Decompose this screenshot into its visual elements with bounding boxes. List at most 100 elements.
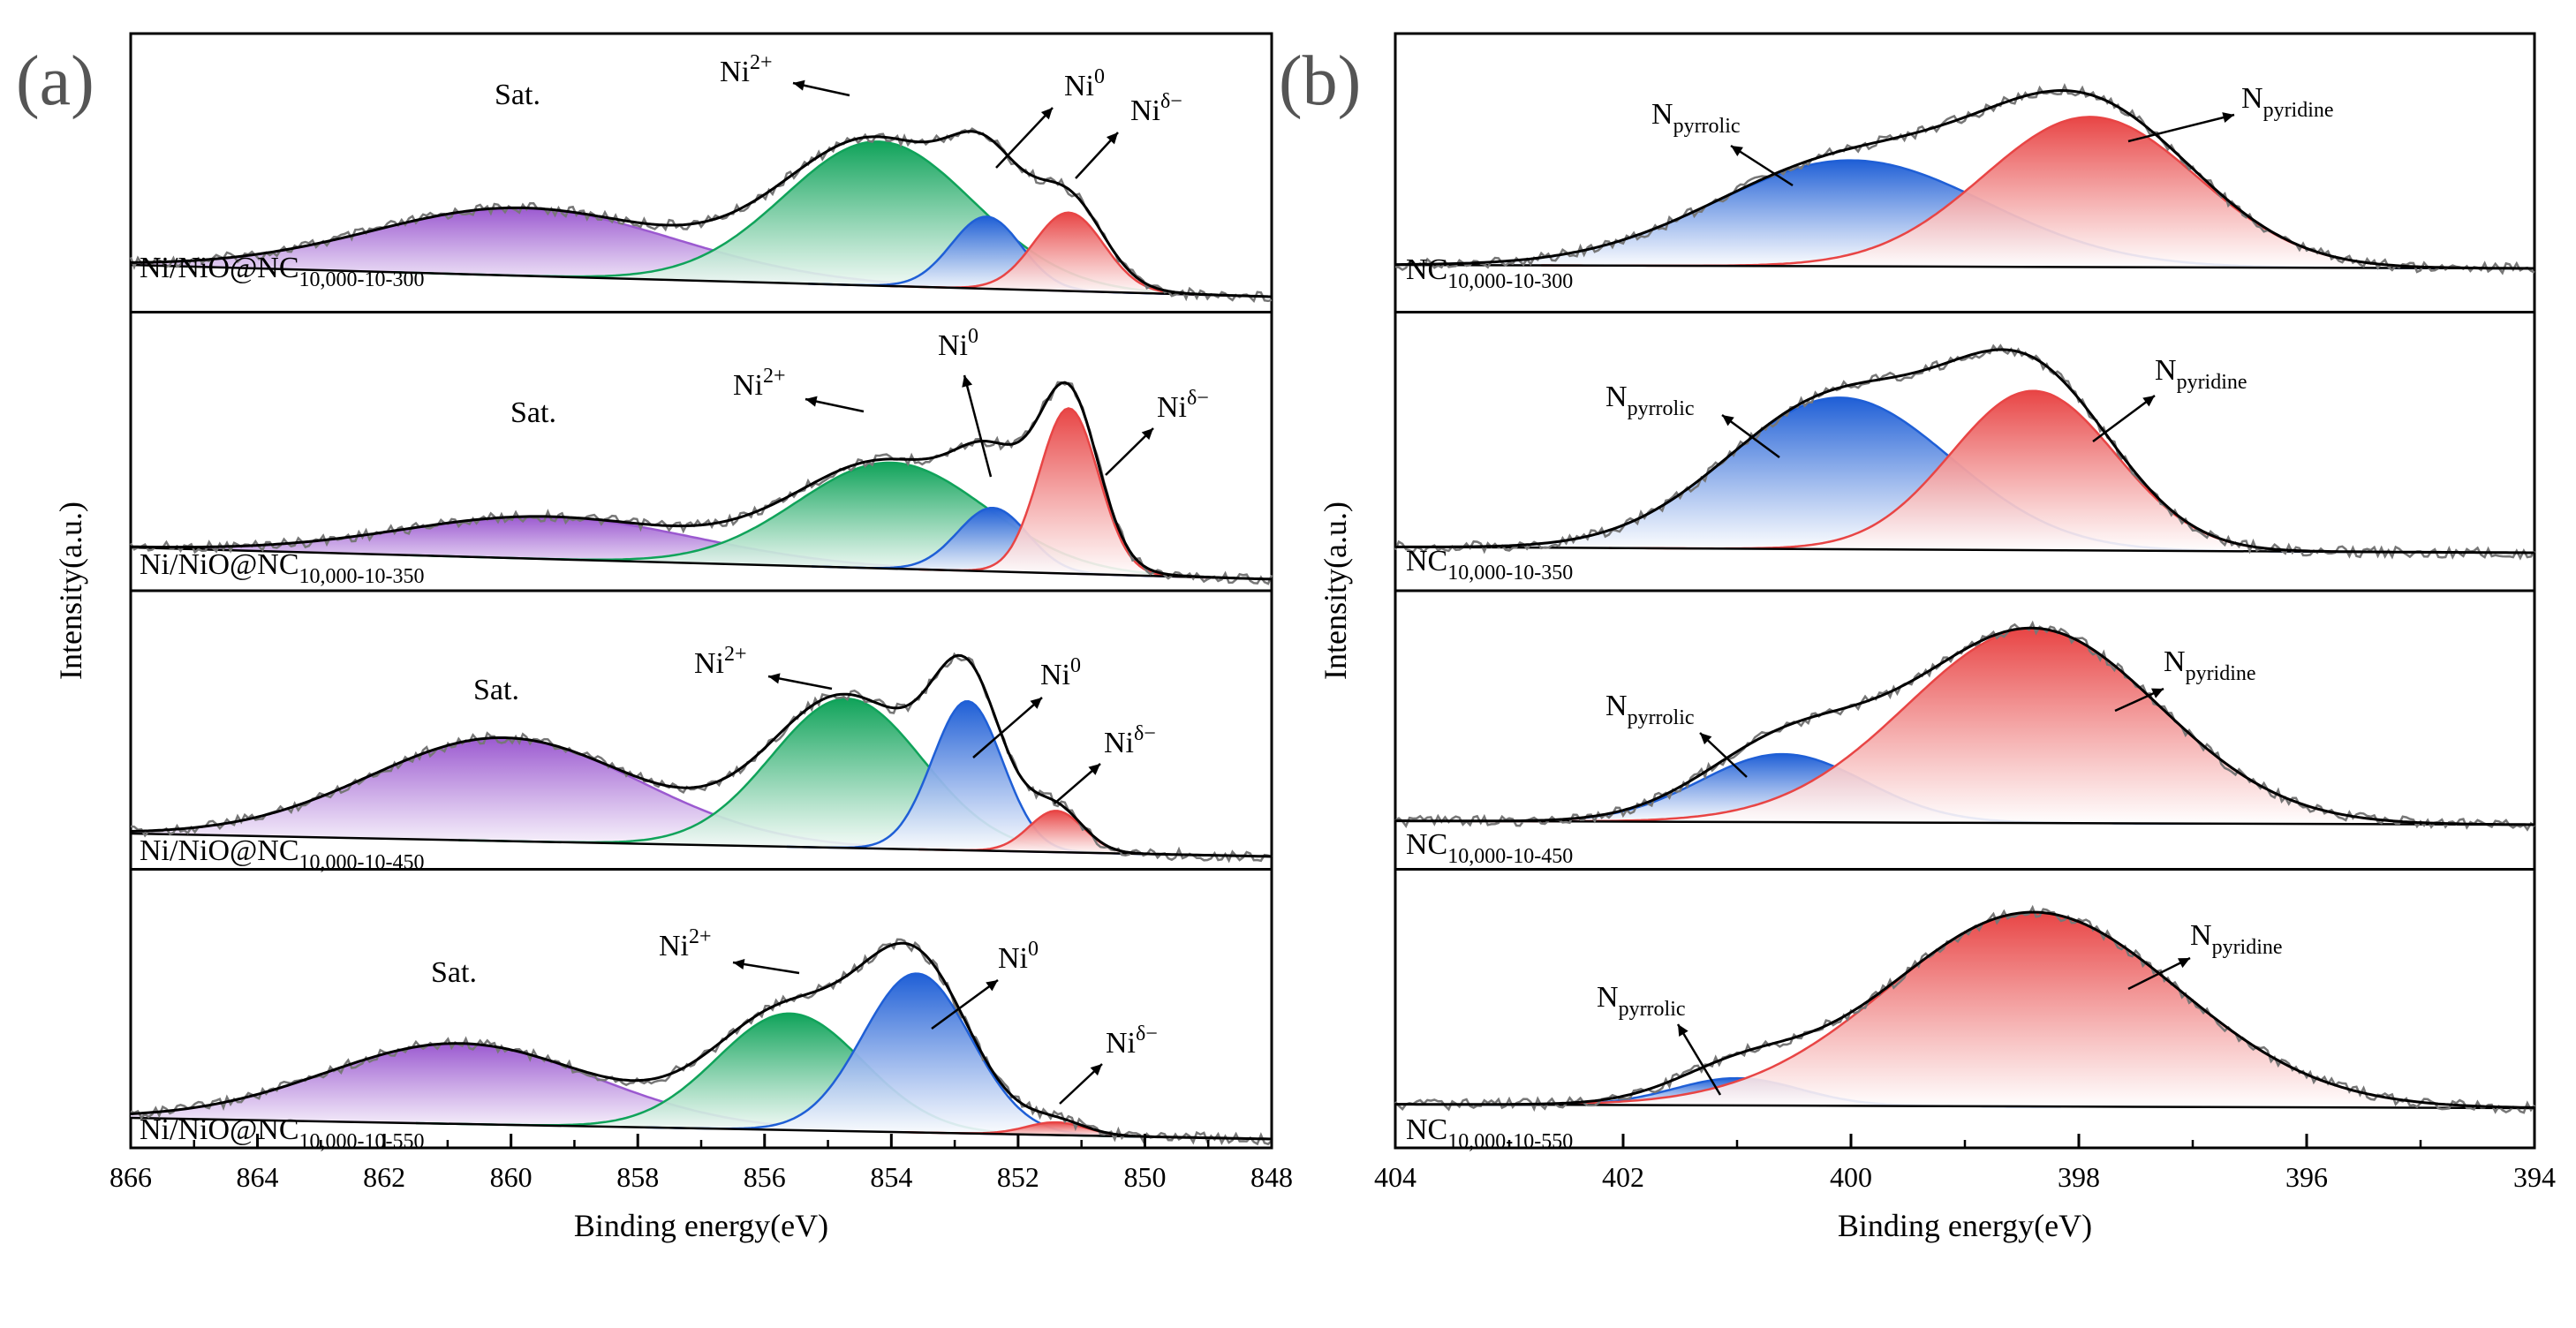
x-tick-label: 848 xyxy=(1250,1161,1293,1193)
raw-data-line xyxy=(130,652,1273,864)
annotation-arrow xyxy=(1105,427,1154,476)
peak-fill-Niδ− xyxy=(890,212,1247,297)
annotation-Npyrrolic: Npyrrolic xyxy=(1605,690,1695,729)
annotation-Niδ−: Niδ− xyxy=(1157,387,1209,424)
x-tick-label: 396 xyxy=(2285,1161,2328,1193)
x-tick-label: 866 xyxy=(110,1161,152,1193)
fit-envelope-line xyxy=(1395,88,2534,270)
annotation-arrow xyxy=(2127,113,2235,143)
arrow-head xyxy=(1030,698,1042,709)
x-tick-label: 864 xyxy=(237,1161,279,1193)
arrow-head xyxy=(768,673,781,684)
y-axis-label: Intensity(a.u.) xyxy=(1318,502,1353,680)
arrow-head xyxy=(1088,764,1100,775)
panel-b-label: (b) xyxy=(1279,42,1361,120)
annotation-Sat.: Sat. xyxy=(473,674,519,706)
background-line xyxy=(1394,819,2535,826)
x-axis-label: Binding energy(eV) xyxy=(1838,1208,2092,1243)
background-line xyxy=(130,832,1273,858)
arrow-head xyxy=(2142,396,2155,407)
fit-envelope-line xyxy=(131,130,1273,298)
sample-label: NC10,000-10-300 xyxy=(1406,253,1573,293)
annotation-Ni0: Ni0 xyxy=(938,325,978,362)
annotation-Npyrrolic: Npyrrolic xyxy=(1651,98,1741,138)
subplot-1: Sat. Ni2+ Ni0 Niδ− Ni/NiO@NC10,000-10-300 xyxy=(129,51,1273,304)
arrow-head xyxy=(1090,1064,1102,1076)
annotation-Sat.: Sat. xyxy=(495,79,540,111)
annotation-Npyridine: Npyridine xyxy=(2155,354,2247,394)
annotation-Niδ−: Niδ− xyxy=(1104,722,1156,759)
sample-label: Ni/NiO@NC10,000-10-300 xyxy=(140,252,425,291)
annotation-Ni0: Ni0 xyxy=(1040,654,1081,691)
annotation-Ni2+: Ni2+ xyxy=(694,643,747,680)
arrow-head xyxy=(793,79,805,91)
annotation-Sat.: Sat. xyxy=(510,396,556,429)
subplot-2: Sat. Ni2+ Ni0 Niδ− Ni/NiO@NC10,000-10-350 xyxy=(129,311,1273,588)
sample-label: NC10,000-10-350 xyxy=(1406,545,1573,585)
annotation-arrow xyxy=(995,107,1054,169)
x-tick-label: 860 xyxy=(490,1161,533,1193)
annotation-Npyridine: Npyridine xyxy=(2241,82,2334,122)
peak-fill-Npyridine xyxy=(1395,629,2534,825)
arrow-head xyxy=(1141,428,1153,441)
fit-envelope-line xyxy=(1395,626,2534,826)
arrow-head xyxy=(1106,132,1118,145)
arrow-head xyxy=(962,375,973,388)
annotation-Ni0: Ni0 xyxy=(998,938,1039,975)
panel-a-label: (a) xyxy=(16,42,94,120)
annotation-Niδ−: Niδ− xyxy=(1106,1022,1158,1060)
annotation-Sat.: Sat. xyxy=(431,956,477,989)
peak-fill-Npyridine xyxy=(1541,117,2534,268)
annotation-Ni2+: Ni2+ xyxy=(733,365,786,402)
fit-envelope-line xyxy=(130,381,1273,581)
background-line xyxy=(130,546,1273,581)
x-tick-label: 404 xyxy=(1374,1161,1416,1193)
arrow-head xyxy=(1722,415,1734,426)
annotation-arrow xyxy=(931,978,999,1030)
arrow-head xyxy=(1700,733,1712,745)
annotation-Npyrrolic: Npyrrolic xyxy=(1597,981,1686,1021)
annotation-Ni2+: Ni2+ xyxy=(720,51,773,88)
annotation-Ni2+: Ni2+ xyxy=(659,925,712,962)
annotation-arrow xyxy=(1730,144,1794,187)
sample-label: NC10,000-10-450 xyxy=(1406,828,1573,868)
x-tick-label: 852 xyxy=(997,1161,1039,1193)
x-axis-label: Binding energy(eV) xyxy=(574,1208,828,1243)
peak-fill-Ni2+ xyxy=(390,141,1272,297)
peak-fill-Niδ− xyxy=(918,811,1194,856)
subplot-2: Npyrrolic Npyridine NC10,000-10-350 xyxy=(1394,311,2536,585)
peak-fill-Sat. xyxy=(131,517,1272,579)
fit-envelope-line xyxy=(1395,910,2534,1109)
peak-fill-Ni0 xyxy=(640,973,1194,1138)
peak-fill-Ni2+ xyxy=(416,1013,1165,1137)
fit-envelope-line xyxy=(130,653,1273,858)
peak-fill-Ni0 xyxy=(786,701,1147,855)
annotation-arrow xyxy=(972,697,1043,758)
x-tick-label: 394 xyxy=(2513,1161,2556,1193)
background-line xyxy=(130,263,1273,298)
background-line xyxy=(1394,263,2535,270)
annotation-arrow xyxy=(2092,394,2156,443)
arrow-head xyxy=(986,980,998,992)
x-tick-label: 858 xyxy=(616,1161,659,1193)
peak-fill-Sat. xyxy=(131,208,1272,297)
annotation-Niδ−: Niδ− xyxy=(1130,90,1182,127)
annotation-arrow xyxy=(2127,956,2191,991)
x-tick-label: 398 xyxy=(2058,1161,2100,1193)
subplot-1: Npyrrolic Npyridine NC10,000-10-300 xyxy=(1394,82,2535,293)
annotation-Npyridine: Npyridine xyxy=(2164,645,2256,685)
annotation-Npyrrolic: Npyrrolic xyxy=(1605,381,1695,420)
annotation-arrow xyxy=(963,374,993,478)
peak-fill-Niδ− xyxy=(904,1122,1208,1138)
annotation-Ni0: Ni0 xyxy=(1064,65,1105,102)
fit-envelope-line xyxy=(130,941,1273,1141)
arrow-head xyxy=(2222,112,2234,123)
peak-fill-Ni2+ xyxy=(458,698,1236,856)
arrow-head xyxy=(2151,688,2164,698)
peak-fill-Ni0 xyxy=(808,216,1165,294)
x-tick-label: 850 xyxy=(1123,1161,1166,1193)
sample-label: Ni/NiO@NC10,000-10-350 xyxy=(140,548,425,588)
